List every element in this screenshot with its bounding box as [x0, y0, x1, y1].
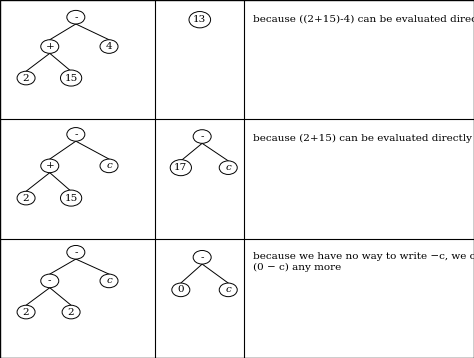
Circle shape [41, 40, 59, 53]
Circle shape [193, 251, 211, 264]
Circle shape [67, 246, 85, 259]
Text: -: - [48, 276, 52, 285]
Text: -: - [74, 13, 78, 22]
Text: -: - [74, 248, 78, 257]
Text: 13: 13 [193, 15, 206, 24]
Text: because (2+15) can be evaluated directly as 17: because (2+15) can be evaluated directly… [253, 134, 474, 144]
Circle shape [193, 130, 211, 143]
Text: c: c [106, 161, 112, 170]
Circle shape [189, 11, 210, 28]
Circle shape [219, 161, 237, 174]
Circle shape [17, 71, 35, 85]
Circle shape [219, 283, 237, 297]
Circle shape [62, 305, 80, 319]
Circle shape [17, 191, 35, 205]
Text: 2: 2 [23, 73, 29, 83]
Circle shape [61, 190, 82, 206]
Circle shape [100, 40, 118, 53]
Circle shape [170, 160, 191, 176]
Text: 2: 2 [68, 308, 74, 316]
Text: 2: 2 [23, 194, 29, 203]
Circle shape [17, 305, 35, 319]
Text: c: c [225, 285, 231, 294]
Text: c: c [225, 163, 231, 172]
Text: because we have no way to write −c, we can’t simplify
(0 − c) any more: because we have no way to write −c, we c… [253, 252, 474, 272]
Text: 15: 15 [64, 194, 78, 203]
Text: because ((2+15)-4) can be evaluated directly as 13: because ((2+15)-4) can be evaluated dire… [253, 15, 474, 24]
Text: +: + [46, 42, 54, 51]
Text: -: - [201, 253, 204, 262]
Text: 15: 15 [64, 73, 78, 83]
Circle shape [41, 274, 59, 288]
Text: +: + [46, 161, 54, 170]
Text: 0: 0 [178, 285, 184, 294]
Text: -: - [74, 130, 78, 139]
Text: c: c [106, 276, 112, 285]
Circle shape [100, 159, 118, 173]
Text: 4: 4 [106, 42, 112, 51]
Text: 2: 2 [23, 308, 29, 316]
Circle shape [172, 283, 190, 297]
Circle shape [100, 274, 118, 288]
Text: 17: 17 [174, 163, 187, 172]
Text: -: - [201, 132, 204, 141]
Circle shape [61, 70, 82, 86]
Circle shape [67, 127, 85, 141]
Circle shape [67, 10, 85, 24]
Circle shape [41, 159, 59, 173]
